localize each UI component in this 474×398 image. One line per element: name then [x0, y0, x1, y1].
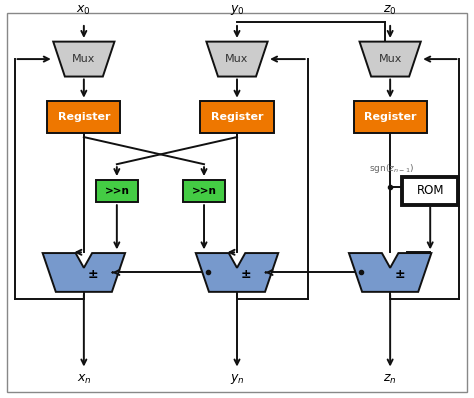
Text: Register: Register	[58, 112, 110, 122]
Text: $x_n$: $x_n$	[76, 373, 91, 386]
FancyBboxPatch shape	[183, 180, 225, 202]
Text: $y_0$: $y_0$	[229, 3, 245, 17]
Polygon shape	[359, 42, 421, 76]
Text: $x_0$: $x_0$	[76, 4, 91, 17]
FancyBboxPatch shape	[96, 180, 138, 202]
FancyBboxPatch shape	[201, 101, 273, 133]
Text: $z_n$: $z_n$	[383, 373, 397, 386]
Polygon shape	[196, 253, 278, 292]
Text: $z_0$: $z_0$	[383, 4, 397, 17]
Text: Mux: Mux	[225, 54, 249, 64]
Text: Register: Register	[211, 112, 263, 122]
FancyBboxPatch shape	[354, 101, 427, 133]
Text: ROM: ROM	[417, 185, 444, 197]
Polygon shape	[349, 253, 431, 292]
Polygon shape	[206, 42, 268, 76]
Text: ±: ±	[241, 268, 252, 281]
FancyBboxPatch shape	[402, 178, 458, 205]
Text: $\mathrm{sgn}(z_{n-1})$: $\mathrm{sgn}(z_{n-1})$	[369, 162, 414, 176]
Text: >>n: >>n	[104, 186, 129, 196]
Text: Mux: Mux	[72, 54, 96, 64]
Text: $y_n$: $y_n$	[230, 372, 244, 386]
Text: >>n: >>n	[191, 186, 217, 196]
Text: Register: Register	[364, 112, 416, 122]
Polygon shape	[53, 42, 115, 76]
Text: ±: ±	[394, 268, 405, 281]
Text: Mux: Mux	[378, 54, 402, 64]
Polygon shape	[43, 253, 125, 292]
FancyBboxPatch shape	[47, 101, 120, 133]
Text: ±: ±	[88, 268, 99, 281]
